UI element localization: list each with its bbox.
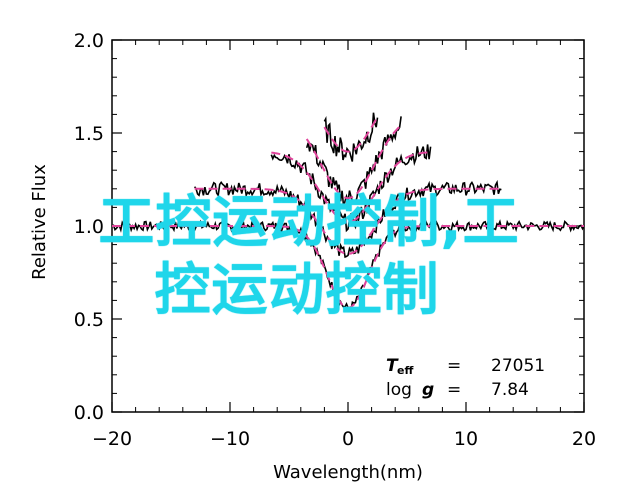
logg-label: log (386, 380, 412, 400)
x-tick-label: −10 (210, 428, 250, 450)
observed-spectrum-line (323, 112, 379, 162)
y-tick-label: 0.5 (74, 309, 104, 331)
y-tick-label: 1.0 (74, 216, 104, 238)
y-tick-label: 1.5 (74, 123, 104, 145)
logg-symbol: g (422, 380, 434, 400)
model-spectrum-line (112, 225, 584, 309)
x-tick-label: 10 (454, 428, 478, 450)
observed-spectrum-line (305, 116, 402, 207)
logg-value: 7.84 (491, 380, 529, 400)
axis-ticks (111, 39, 585, 413)
model-spectrum-line (194, 187, 502, 255)
model-spectrum-line (305, 124, 402, 200)
tick-labels: −20 −10 0 10 20 0.0 0.5 1.0 1.5 2.0 (74, 30, 596, 450)
observed-spectrum-line (193, 179, 502, 259)
watermark-text-line-2: 控运动控制 (154, 258, 440, 323)
teff-symbol: T (386, 356, 399, 376)
y-tick-label: 0.0 (74, 402, 104, 424)
model-spectrum-line (323, 116, 379, 153)
annotation-block: T eff = 27051 log g = 7.84 (386, 356, 545, 400)
y-axis-title: Relative Flux (29, 164, 50, 280)
observed-spectrum-line (270, 144, 432, 233)
y-tick-label: 2.0 (74, 30, 104, 52)
model-spectrum-line (271, 151, 431, 224)
logg-equals: = (447, 380, 461, 400)
series-layer (111, 112, 585, 313)
watermark-text-line-1: 工控运动控制,工 (98, 190, 520, 255)
x-axis-title: Wavelength(nm) (273, 462, 423, 483)
x-tick-label: 0 (342, 428, 354, 450)
teff-value: 27051 (491, 356, 545, 376)
teff-subscript: eff (397, 364, 413, 377)
x-tick-label: 20 (572, 428, 596, 450)
teff-equals: = (447, 356, 461, 376)
x-tick-label: −20 (92, 428, 132, 450)
